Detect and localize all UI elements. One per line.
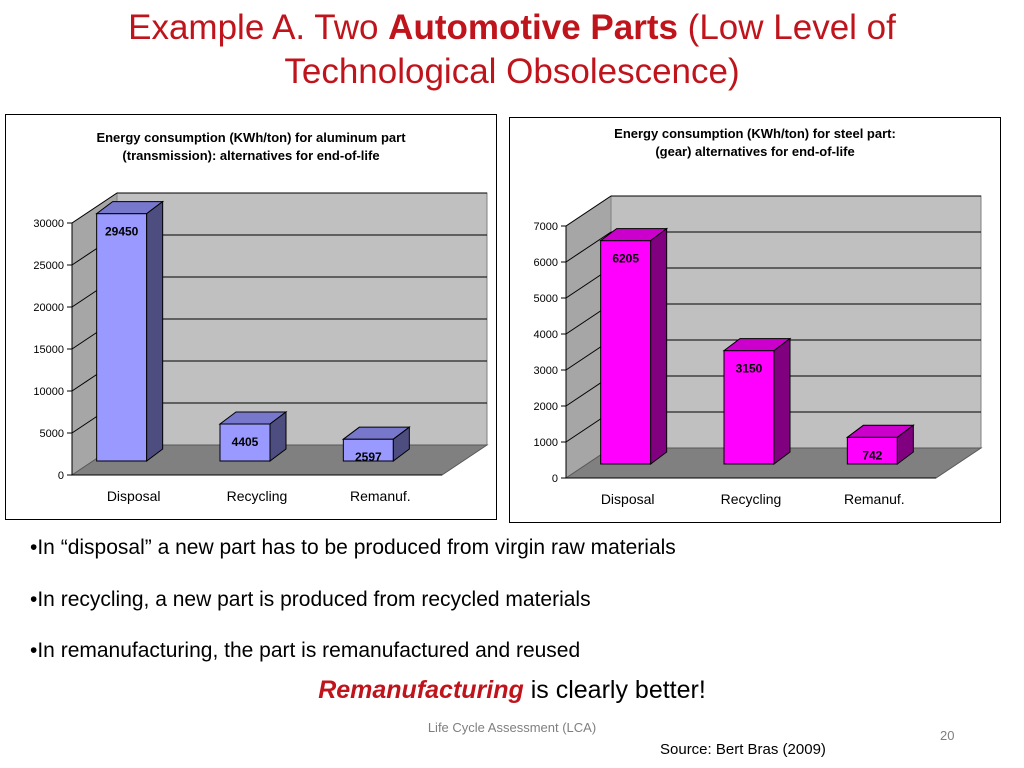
steel-bar-side-2 xyxy=(896,424,914,465)
aluminum-bar-side-0 xyxy=(146,200,164,462)
aluminum-bar-1 xyxy=(219,423,271,462)
steel-tick-label: 6000 xyxy=(534,257,558,269)
aluminum-tick-label: 5000 xyxy=(40,428,64,440)
steel-value-label-1: 3150 xyxy=(736,362,763,376)
aluminum-title-line1: Energy consumption (KWh/ton) for aluminu… xyxy=(96,130,406,145)
aluminum-title-line2: (transmission): alternatives for end-of-… xyxy=(122,148,379,163)
aluminum-gridline-side xyxy=(71,192,118,224)
aluminum-tick-label: 20000 xyxy=(33,302,64,314)
conclusion: Remanufacturing is clearly better! xyxy=(0,676,1024,705)
steel-tick-label: 7000 xyxy=(534,221,558,233)
steel-gridline-side xyxy=(565,195,612,227)
aluminum-category-label-0: Disposal xyxy=(107,488,161,504)
steel-category-label-1: Recycling xyxy=(721,491,782,507)
aluminum-value-label-2: 2597 xyxy=(355,450,382,464)
aluminum-category-label-2: Remanuf. xyxy=(350,488,411,504)
aluminum-value-label-0: 29450 xyxy=(105,225,139,239)
steel-tick-label: 3000 xyxy=(534,365,558,377)
steel-tick-label: 0 xyxy=(552,473,558,485)
steel-tick-label: 1000 xyxy=(534,437,558,449)
aluminum-tick-label: 15000 xyxy=(33,344,64,356)
steel-gridline-side xyxy=(565,231,612,263)
steel-tick-label: 5000 xyxy=(534,293,558,305)
title-suffix: (Low Level of Technological Obsolescence… xyxy=(284,8,896,91)
aluminum-part-chart: Energy consumption (KWh/ton) for aluminu… xyxy=(5,114,497,520)
aluminum-value-label-1: 4405 xyxy=(232,435,259,449)
aluminum-tick-label: 10000 xyxy=(33,386,64,398)
aluminum-tick-label: 30000 xyxy=(33,218,64,230)
title-prefix: Example A. Two xyxy=(128,8,389,47)
title-bold: Automotive Parts xyxy=(388,8,678,47)
aluminum-tick-label: 0 xyxy=(58,470,64,482)
steel-bar-side-1 xyxy=(773,337,791,465)
conclusion-emphasis: Remanufacturing xyxy=(318,676,524,704)
aluminum-bar-side-2 xyxy=(392,426,410,462)
page-number: 20 xyxy=(940,728,955,743)
steel-part-chart: Energy consumption (KWh/ton) for steel p… xyxy=(509,117,1001,523)
aluminum-tick-label: 25000 xyxy=(33,260,64,272)
aluminum-bar-side-1 xyxy=(269,410,287,462)
steel-category-label-0: Disposal xyxy=(601,491,655,507)
steel-value-label-2: 742 xyxy=(862,448,882,462)
steel-bar-side-0 xyxy=(650,227,668,465)
aluminum-chart-svg: Energy consumption (KWh/ton) for aluminu… xyxy=(33,130,489,504)
steel-value-label-0: 6205 xyxy=(612,252,639,266)
aluminum-category-label-1: Recycling xyxy=(227,488,288,504)
steel-title-line2: (gear) alternatives for end-of-life xyxy=(655,144,854,159)
slide-title: Example A. Two Automotive Parts (Low Lev… xyxy=(40,6,984,94)
steel-bar-0 xyxy=(600,240,652,465)
source-citation: Source: Bert Bras (2009) xyxy=(660,741,826,758)
steel-category-label-2: Remanuf. xyxy=(844,491,905,507)
steel-tick-label: 2000 xyxy=(534,401,558,413)
bullet-disposal: •In “disposal” a new part has to be prod… xyxy=(30,536,676,559)
bullet-recycling: •In recycling, a new part is produced fr… xyxy=(30,588,591,611)
steel-chart-svg: Energy consumption (KWh/ton) for steel p… xyxy=(534,126,983,507)
steel-tick-label: 4000 xyxy=(534,329,558,341)
steel-title-line1: Energy consumption (KWh/ton) for steel p… xyxy=(614,126,896,141)
conclusion-text: is clearly better! xyxy=(523,676,706,704)
aluminum-bar-0 xyxy=(96,213,148,462)
footer-text: Life Cycle Assessment (LCA) xyxy=(427,720,597,735)
bullet-remanufacturing: •In remanufacturing, the part is remanuf… xyxy=(30,639,581,662)
